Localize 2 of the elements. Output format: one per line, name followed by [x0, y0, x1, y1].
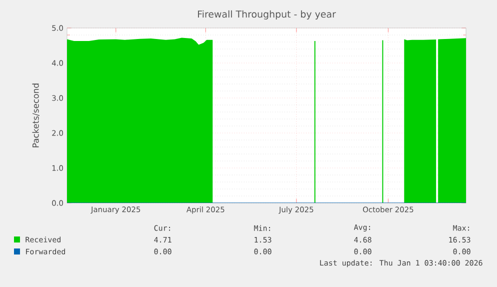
chart-title: Firewall Throughput - by year — [198, 10, 336, 20]
y-axis-title: Packets/second — [32, 84, 40, 148]
